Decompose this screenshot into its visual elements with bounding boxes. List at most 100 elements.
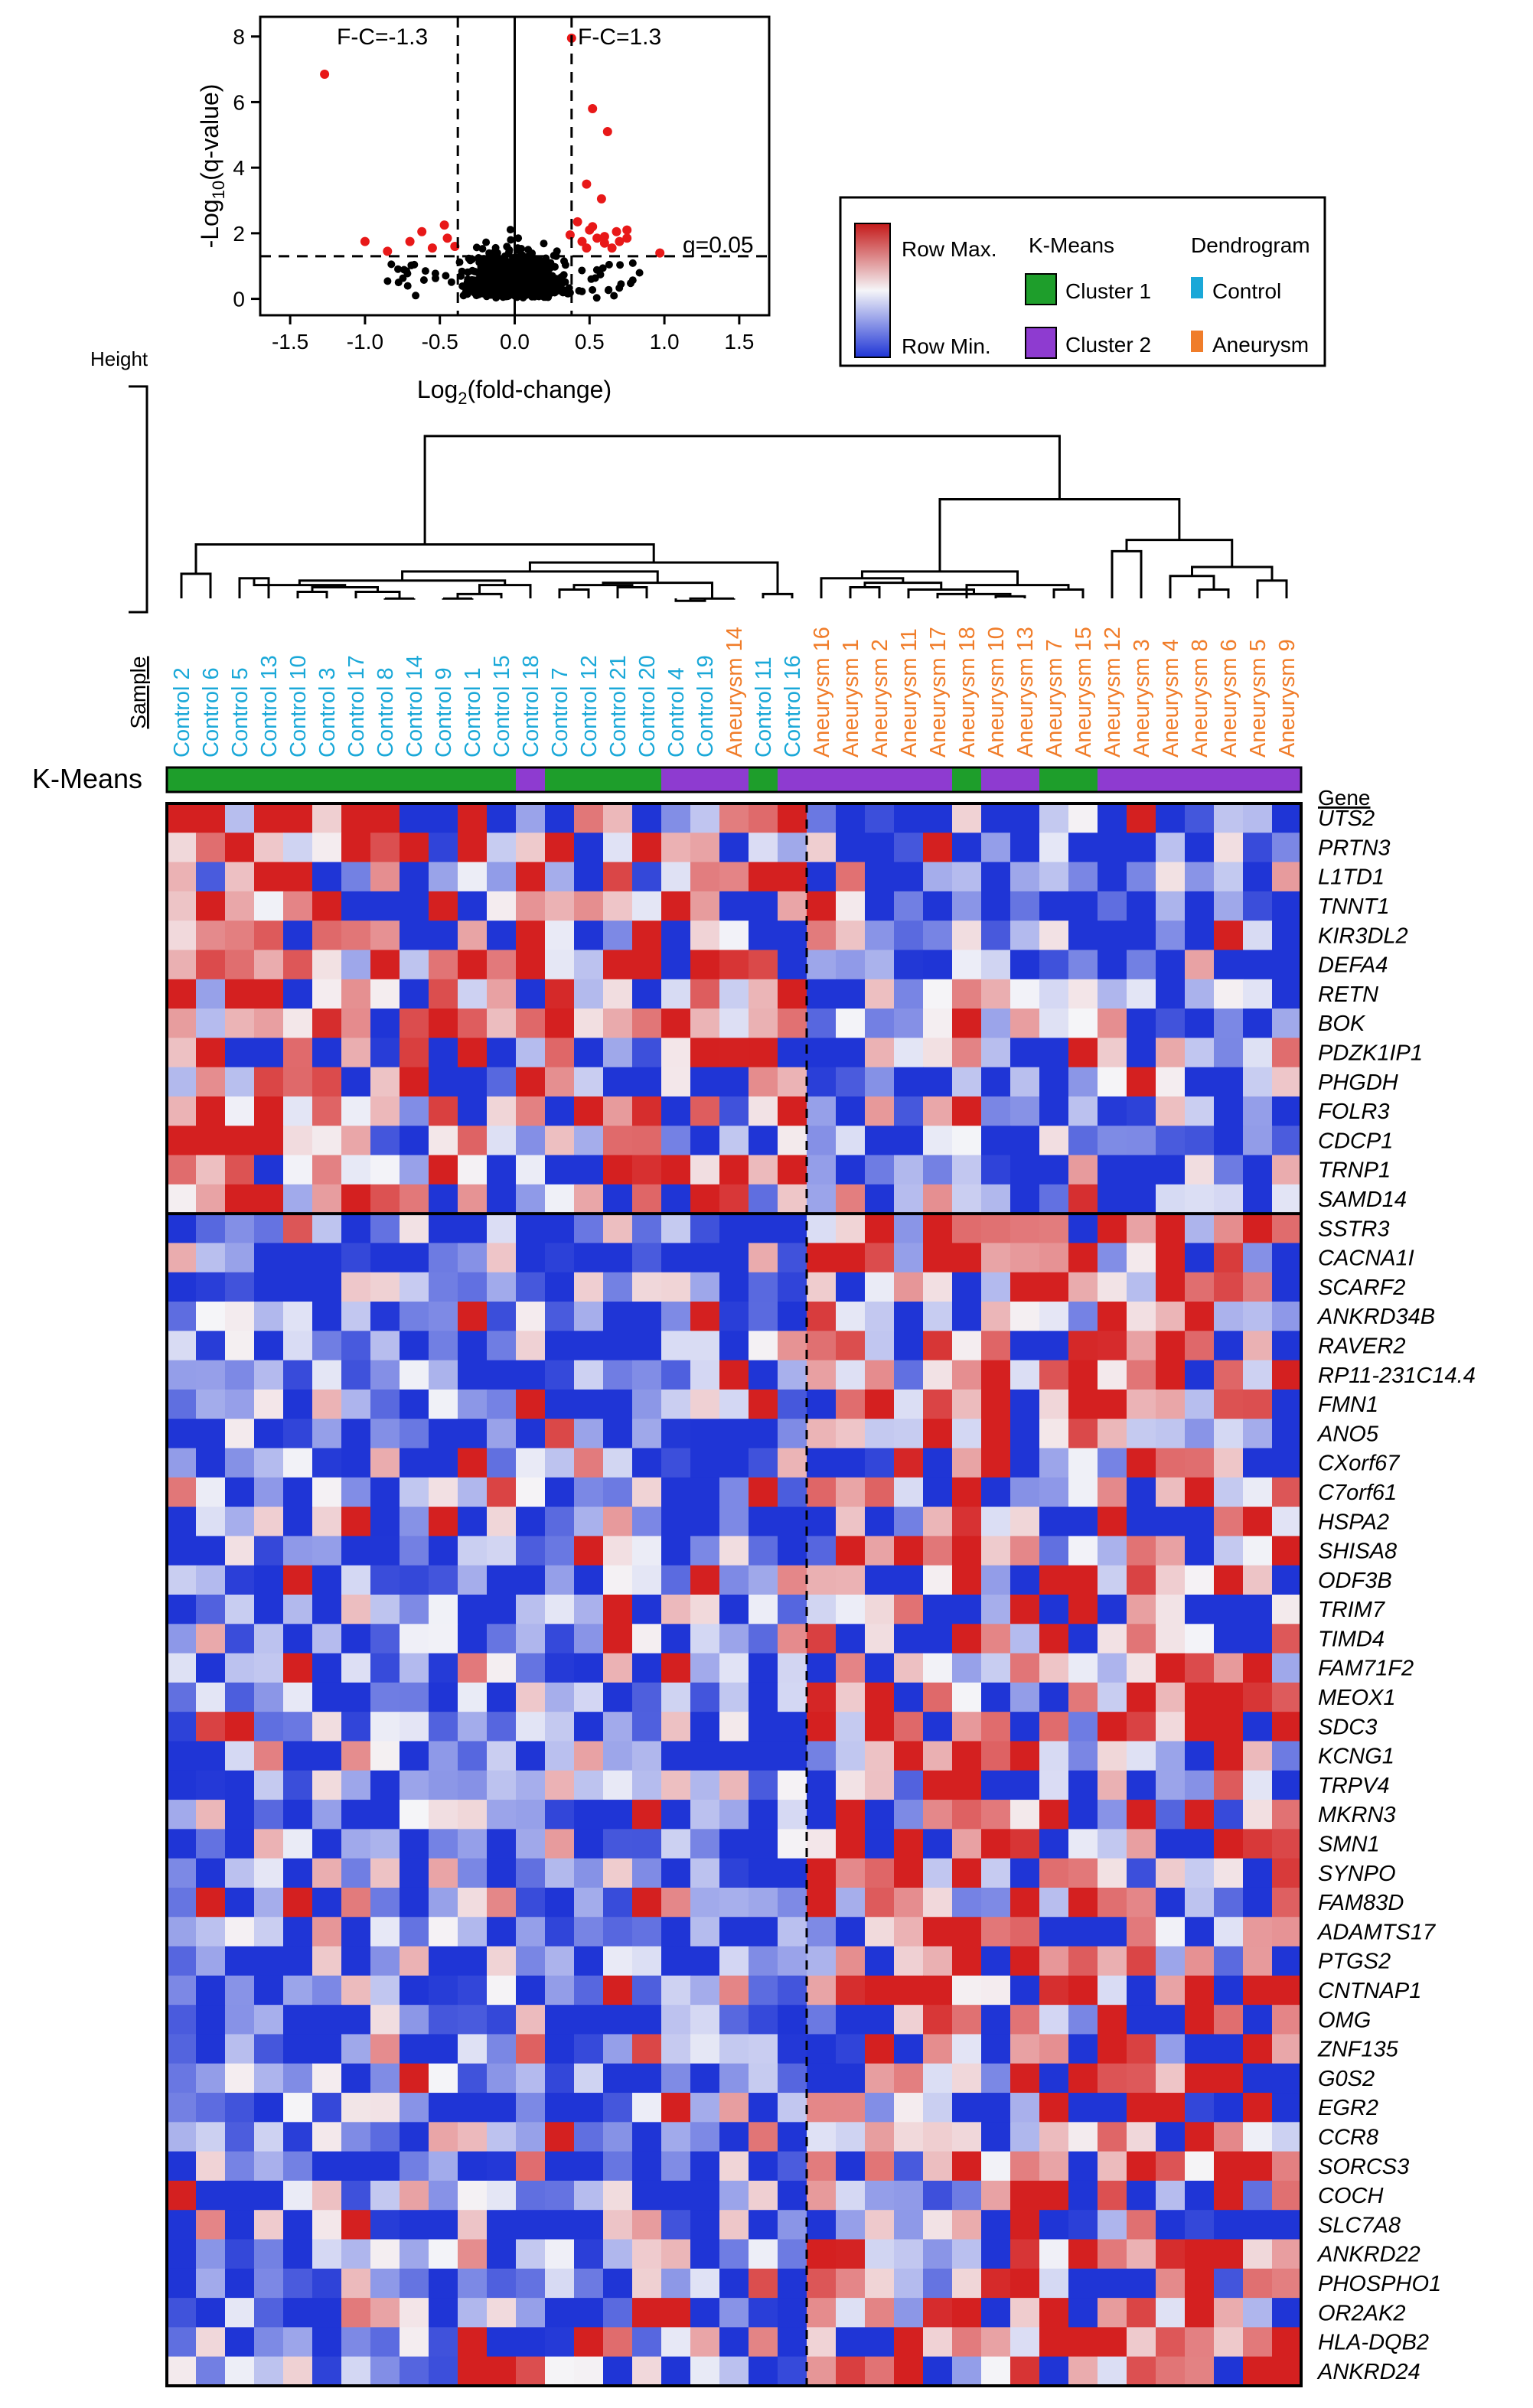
heatmap-cell bbox=[1098, 2356, 1127, 2387]
heatmap-cell bbox=[487, 2093, 517, 2123]
heatmap-cell bbox=[1068, 1389, 1098, 1419]
heatmap-cell bbox=[894, 1038, 924, 1068]
heatmap-cell bbox=[196, 1946, 226, 1976]
heatmap-cell bbox=[836, 1829, 866, 1859]
heatmap-cell bbox=[167, 1829, 197, 1859]
heatmap-cell bbox=[690, 1067, 720, 1097]
volcano-points bbox=[383, 226, 644, 302]
heatmap-cell bbox=[952, 2356, 982, 2387]
heatmap-cell bbox=[1098, 1624, 1127, 1654]
heatmap-cell bbox=[1185, 2122, 1215, 2152]
heatmap-cell bbox=[1098, 950, 1127, 980]
heatmap-cell bbox=[894, 1741, 924, 1771]
heatmap-cell bbox=[807, 1858, 837, 1888]
heatmap-cell bbox=[1010, 2210, 1040, 2240]
heatmap-cell bbox=[370, 862, 400, 892]
heatmap-cell bbox=[1214, 1712, 1244, 1742]
heatmap-cell bbox=[1272, 1595, 1302, 1624]
volcano-significant-point bbox=[592, 233, 602, 243]
heatmap-cell bbox=[1098, 1272, 1127, 1302]
heatmap-cell bbox=[196, 1008, 226, 1038]
heatmap-cell bbox=[1243, 1302, 1273, 1331]
heatmap-cell bbox=[1156, 1067, 1186, 1097]
heatmap-cell bbox=[429, 2180, 458, 2211]
heatmap-cell bbox=[1127, 2210, 1156, 2240]
heatmap-cell bbox=[516, 1800, 546, 1830]
heatmap-cell bbox=[1010, 1155, 1040, 1185]
heatmap-cell bbox=[370, 2327, 400, 2357]
heatmap-cell bbox=[1098, 1858, 1127, 1888]
heatmap-cell bbox=[1098, 1477, 1127, 1507]
heatmap-cell bbox=[429, 979, 458, 1009]
volcano-point bbox=[419, 276, 428, 284]
heatmap-cell bbox=[1068, 1184, 1098, 1214]
heatmap-cell bbox=[690, 2005, 720, 2035]
heatmap-cell bbox=[690, 1536, 720, 1566]
heatmap-cell bbox=[1243, 2356, 1273, 2387]
heatmap-cell bbox=[545, 1770, 575, 1800]
heatmap-cell bbox=[516, 1770, 546, 1800]
gene-label: SAMD14 bbox=[1318, 1188, 1407, 1212]
heatmap-cell bbox=[1127, 2063, 1156, 2094]
heatmap-cell bbox=[400, 1155, 429, 1185]
heatmap-cell bbox=[254, 1331, 284, 1361]
heatmap-cell bbox=[1039, 1946, 1069, 1976]
heatmap-cell bbox=[836, 979, 866, 1009]
heatmap-cell bbox=[1243, 2268, 1273, 2299]
heatmap-cell bbox=[516, 1507, 546, 1537]
heatmap-cell bbox=[545, 2093, 575, 2123]
heatmap-cell bbox=[981, 1272, 1011, 1302]
heatmap-cell bbox=[1068, 1507, 1098, 1537]
heatmap-cell bbox=[865, 1712, 895, 1742]
heatmap-cell bbox=[603, 1800, 633, 1830]
heatmap-cell bbox=[516, 2093, 546, 2123]
heatmap-cell bbox=[1214, 2122, 1244, 2152]
kmeans-cell bbox=[545, 767, 575, 792]
heatmap-cell bbox=[894, 1917, 924, 1947]
heatmap-cell bbox=[923, 1712, 953, 1742]
heatmap-cell bbox=[312, 950, 342, 980]
heatmap-cell bbox=[516, 1389, 546, 1419]
kmeans-cell bbox=[1272, 767, 1302, 792]
heatmap-cell bbox=[1068, 1712, 1098, 1742]
heatmap-cell bbox=[1214, 950, 1244, 980]
heatmap-cell bbox=[1039, 1741, 1069, 1771]
heatmap-cell bbox=[1010, 1829, 1040, 1859]
heatmap-cell bbox=[225, 1712, 255, 1742]
heatmap-cell bbox=[865, 2356, 895, 2387]
heatmap-cell bbox=[1243, 891, 1273, 921]
heatmap-cell bbox=[836, 1419, 866, 1449]
heatmap-cell bbox=[836, 1331, 866, 1361]
heatmap-cell bbox=[254, 2093, 284, 2123]
volcano-point bbox=[530, 280, 538, 288]
heatmap-cell bbox=[1039, 1770, 1069, 1800]
heatmap-cell bbox=[778, 1214, 807, 1244]
heatmap-cell bbox=[894, 1858, 924, 1888]
heatmap-cell bbox=[574, 2063, 604, 2094]
heatmap-cell bbox=[690, 1272, 720, 1302]
heatmap-cell bbox=[719, 833, 749, 863]
heatmap-cell bbox=[341, 1770, 371, 1800]
heatmap-cell bbox=[458, 1331, 488, 1361]
heatmap-cell bbox=[312, 2093, 342, 2123]
heatmap-cell bbox=[196, 803, 226, 833]
heatmap-cell bbox=[225, 1038, 255, 1068]
heatmap-cell bbox=[981, 1595, 1011, 1624]
volcano-point bbox=[589, 285, 597, 294]
heatmap-cell bbox=[603, 950, 633, 980]
heatmap-cell bbox=[778, 1389, 807, 1419]
heatmap-cell bbox=[1185, 833, 1215, 863]
heatmap-cell bbox=[981, 1682, 1011, 1712]
heatmap-cell bbox=[981, 1565, 1011, 1595]
heatmap-cell bbox=[1068, 950, 1098, 980]
heatmap-cell bbox=[1098, 2268, 1127, 2299]
heatmap-cell bbox=[370, 2093, 400, 2123]
heatmap-cell bbox=[690, 1302, 720, 1331]
heatmap-cell bbox=[487, 1858, 517, 1888]
heatmap-cell bbox=[894, 1800, 924, 1830]
heatmap-cell bbox=[196, 1360, 226, 1390]
dendrogram-branch bbox=[1052, 588, 1085, 598]
heatmap-cell bbox=[952, 2122, 982, 2152]
heatmap-cell bbox=[865, 1946, 895, 1976]
heatmap-cell bbox=[894, 1214, 924, 1244]
